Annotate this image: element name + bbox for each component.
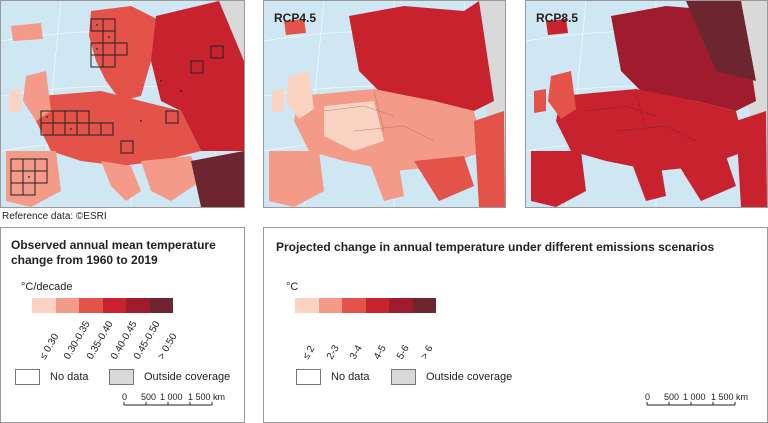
- legend-observed-title-line1: Observed annual mean temperature: [11, 238, 216, 252]
- scale-label-1000: 1 000: [160, 392, 183, 402]
- legend-projected-outside: Outside coverage: [391, 369, 512, 385]
- legend-swatch: [412, 298, 436, 313]
- outside-coverage-swatch: [391, 369, 416, 385]
- map-observed[interactable]: [0, 0, 245, 208]
- map-rcp45-canvas: [264, 1, 505, 207]
- legend-swatch: [126, 298, 150, 313]
- legend-class-label: 4-5: [371, 343, 389, 362]
- outside-coverage-swatch: [109, 369, 134, 385]
- legend-class-label: 3-4: [348, 343, 365, 362]
- map-observed-canvas: [1, 1, 244, 207]
- no-data-swatch: [15, 369, 40, 385]
- legend-observed-no-data: No data: [15, 369, 89, 385]
- legend-observed-unit: °C/decade: [21, 281, 73, 293]
- legend-swatch: [79, 298, 103, 313]
- legend-swatch: [318, 298, 342, 313]
- legend-swatch: [342, 298, 366, 313]
- legend-observed-title-line2: change from 1960 to 2019: [11, 253, 158, 267]
- scale-label-500: 500: [141, 392, 157, 402]
- scale-label-0: 0: [122, 392, 128, 402]
- legend-projected-swatches: [295, 298, 436, 313]
- legend-class-label: 2-3: [324, 343, 342, 362]
- legend-projected-no-data: No data: [296, 369, 370, 385]
- scale-label-500: 500: [664, 392, 680, 402]
- legend-swatch: [295, 298, 319, 313]
- legend-class-label: > 6: [418, 343, 436, 362]
- legend-observed: Observed annual mean temperature change …: [0, 227, 245, 423]
- legend-class-label: > 0.50: [155, 331, 180, 362]
- legend-projected: Projected change in annual temperature u…: [263, 227, 768, 423]
- map-rcp85-canvas: [526, 1, 767, 207]
- legend-observed-swatches: [32, 298, 173, 313]
- legend-swatch: [55, 298, 79, 313]
- map-rcp45[interactable]: RCP4.5: [263, 0, 506, 208]
- scalebar-graphic: [646, 402, 736, 406]
- legend-swatch: [32, 298, 56, 313]
- scale-label-1000: 1 000: [683, 392, 706, 402]
- legend-class-label: ≤ 0.30: [38, 331, 62, 362]
- scale-label-1500: 1 500 km: [188, 392, 226, 402]
- legend-swatch: [102, 298, 126, 313]
- legend-projected-unit: °C: [286, 281, 299, 293]
- map-rcp85-label: RCP8.5: [536, 11, 579, 25]
- legend-class-label: ≤ 2: [301, 344, 318, 362]
- map-rcp85[interactable]: RCP8.5: [525, 0, 768, 208]
- legend-class-label: 5-6: [395, 343, 412, 362]
- legend-observed-outside: Outside coverage: [109, 369, 230, 385]
- scale-label-1500: 1 500 km: [711, 392, 749, 402]
- scalebar-graphic: [123, 402, 213, 406]
- no-data-label: No data: [331, 371, 370, 383]
- outside-coverage-label: Outside coverage: [144, 371, 231, 383]
- outside-coverage-label: Outside coverage: [426, 371, 513, 383]
- legend-projected-title: Projected change in annual temperature u…: [276, 240, 715, 254]
- scale-label-0: 0: [645, 392, 651, 402]
- no-data-label: No data: [50, 371, 89, 383]
- legend-swatch: [389, 298, 413, 313]
- legend-observed-title: Observed annual mean temperature change …: [11, 238, 241, 268]
- legend-swatch: [365, 298, 389, 313]
- reference-data: Reference data: ©ESRI: [2, 211, 107, 222]
- no-data-swatch: [296, 369, 321, 385]
- legend-projected-scalebar: 0 500 1 000 1 500 km: [645, 392, 760, 413]
- map-rcp45-label: RCP4.5: [274, 11, 317, 25]
- legend-swatch: [149, 298, 173, 313]
- legend-observed-scalebar: 0 500 1 000 1 500 km: [122, 392, 232, 413]
